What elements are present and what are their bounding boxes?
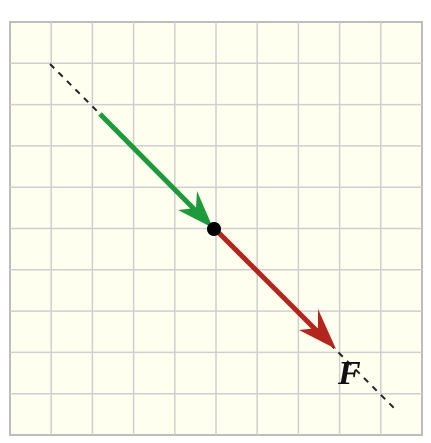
green-arrow-shaft bbox=[98, 112, 202, 217]
green-arrow-head bbox=[178, 191, 213, 228]
force-label: F bbox=[337, 355, 361, 392]
point bbox=[207, 222, 221, 236]
red-arrow-head bbox=[299, 309, 336, 349]
red-arrow-shaft bbox=[214, 228, 324, 338]
